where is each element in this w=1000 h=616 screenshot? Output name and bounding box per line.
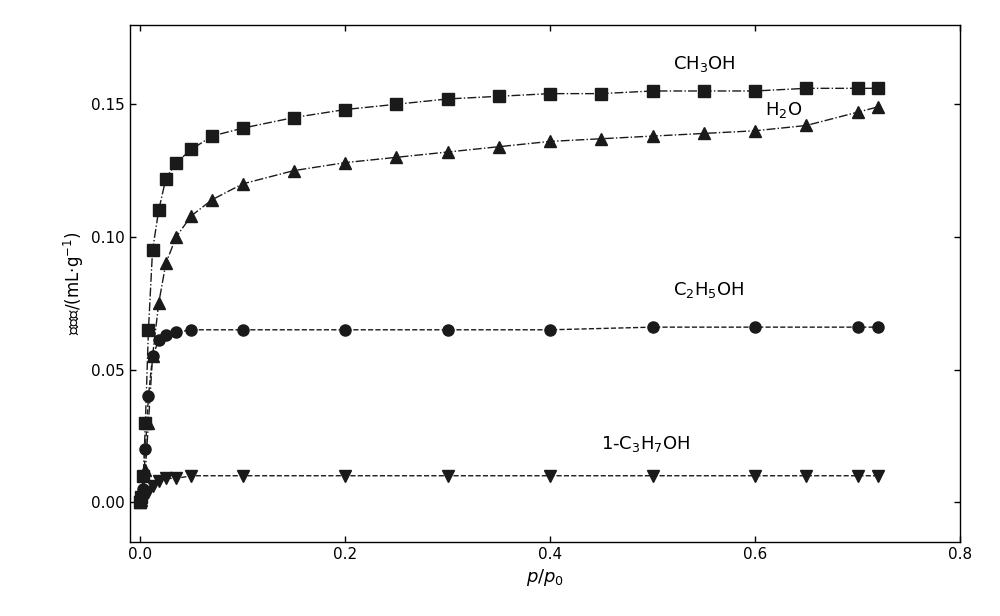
Y-axis label: 吸附量/(mL·g$^{-1}$): 吸附量/(mL·g$^{-1}$) [62, 232, 86, 335]
Text: H$_2$O: H$_2$O [765, 100, 803, 120]
Text: 1-C$_3$H$_7$OH: 1-C$_3$H$_7$OH [601, 434, 691, 454]
Text: C$_2$H$_5$OH: C$_2$H$_5$OH [673, 280, 744, 300]
Text: CH$_3$OH: CH$_3$OH [673, 54, 736, 75]
X-axis label: $p/p_0$: $p/p_0$ [526, 567, 564, 588]
